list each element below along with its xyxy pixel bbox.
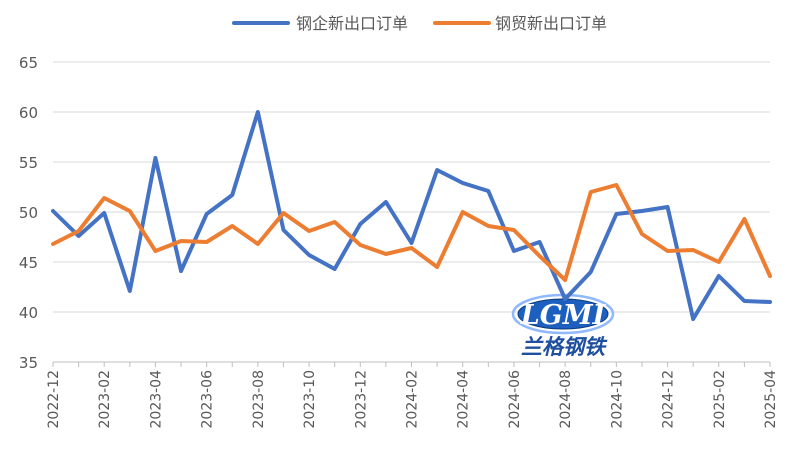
legend: 钢企新出口订单 钢贸新出口订单: [232, 14, 607, 33]
x-tick-label: 2025-04: [763, 370, 779, 429]
legend-label-2: 钢贸新出口订单: [495, 14, 607, 33]
x-tick-label: 2023-04: [148, 370, 164, 429]
x-tick-label: 2024-04: [456, 370, 472, 429]
series-line-1: [51, 110, 772, 321]
y-tick-label: 65: [19, 54, 38, 72]
x-tick-label: 2025-02: [712, 370, 728, 429]
x-tick-label: 2023-02: [97, 370, 113, 429]
series-line-2: [51, 183, 772, 282]
logo-brand-name: 兰格钢铁: [521, 335, 608, 359]
series-lines: [51, 110, 772, 321]
x-tick-label: 2024-08: [558, 370, 574, 429]
y-tick-label: 55: [19, 154, 38, 172]
y-tick-label: 35: [19, 354, 38, 372]
x-tick-label: 2024-12: [661, 370, 677, 429]
x-axis: 2022-12 2023-02 2023-04 2023-06 2023-08 2023-…: [46, 361, 779, 429]
y-axis: 35 40 45 50 55 60 65: [19, 54, 38, 372]
logo-text: LGMI: [520, 300, 607, 331]
gridlines: [53, 61, 770, 313]
y-tick-label: 45: [19, 254, 38, 272]
x-tick-label: 2024-10: [609, 370, 625, 429]
y-tick-label: 40: [19, 304, 38, 322]
y-tick-label: 60: [19, 104, 38, 122]
legend-label-1: 钢企新出口订单: [296, 14, 408, 33]
x-tick-label: 2023-06: [200, 370, 216, 429]
x-tick-label: 2024-02: [405, 370, 421, 429]
lgmi-watermark-logo: LGMI 兰格钢铁: [511, 293, 615, 359]
x-tick-label: 2024-06: [507, 370, 523, 429]
y-tick-label: 50: [19, 204, 38, 222]
x-tick-label: 2023-10: [302, 370, 318, 429]
x-tick-label: 2023-08: [251, 370, 267, 429]
x-tick-label: 2023-12: [353, 370, 369, 429]
x-tick-label: 2022-12: [46, 370, 62, 429]
